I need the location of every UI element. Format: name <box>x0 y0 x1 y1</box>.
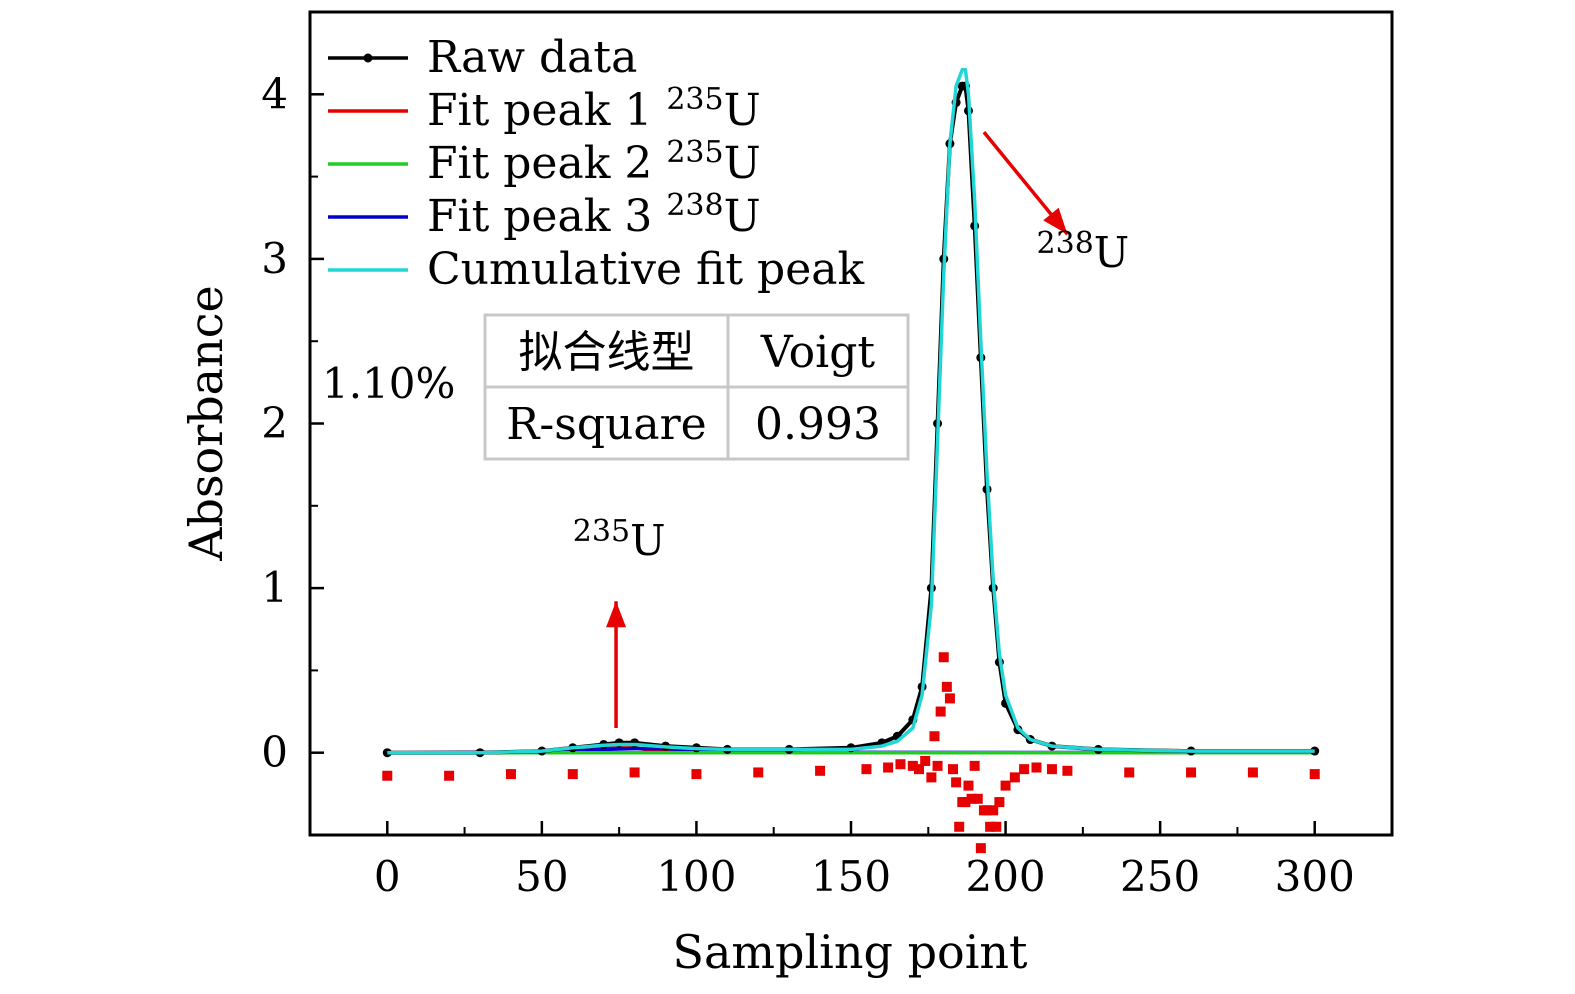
residual-marker <box>944 693 955 704</box>
series-line-cumulative-fit-peak <box>387 67 1315 755</box>
raw-data-point <box>1310 746 1320 756</box>
legend-suffix: U <box>724 191 761 242</box>
x-axis-title: Sampling point <box>672 925 1028 979</box>
legend-label: Fit peak 1 235U <box>427 82 761 136</box>
annotation-arrow-head <box>1043 207 1068 235</box>
y-tick-label: 1 <box>261 563 288 612</box>
fit-table-cell: R-square <box>506 399 706 450</box>
residual-marker <box>960 797 971 808</box>
legend-label: Raw data <box>427 32 637 83</box>
residual-marker <box>895 759 906 770</box>
legend-text: Raw data <box>427 32 637 83</box>
residual-marker <box>920 755 931 766</box>
residual-marker <box>1046 764 1057 775</box>
residual-marker <box>883 762 894 773</box>
residual-marker <box>1009 772 1020 783</box>
fit-table-cell: 0.993 <box>755 399 881 450</box>
residual-marker <box>1062 765 1073 776</box>
y-tick-label: 0 <box>261 728 288 777</box>
residual-marker <box>975 843 986 854</box>
residual-marker <box>985 821 996 832</box>
fit-table-cell: Voigt <box>760 327 875 378</box>
residual-marker <box>963 780 974 791</box>
residual-marker <box>941 681 952 692</box>
residual-marker <box>991 821 1002 832</box>
residual-marker <box>954 821 965 832</box>
x-axis: 0 50 100 150 200 250 300 <box>374 821 1355 901</box>
x-tick-label: 250 <box>1120 852 1200 901</box>
residual-marker <box>1124 767 1135 778</box>
residual-marker <box>972 793 983 804</box>
residual-marker <box>1247 767 1258 778</box>
residual-marker <box>994 797 1005 808</box>
legend-text: Fit peak 1 <box>427 85 666 136</box>
residual-marker <box>1309 769 1320 780</box>
residual-marker <box>444 770 455 781</box>
fit-table-cell: 拟合线型 <box>519 327 695 378</box>
legend-sup: 235 <box>666 135 723 170</box>
x-tick-label: 200 <box>965 852 1045 901</box>
legend-label: Cumulative fit peak <box>427 244 864 295</box>
legend-text: Fit peak 3 <box>427 191 666 242</box>
residual-marker <box>988 805 999 816</box>
fit-table: 拟合线型 Voigt R-square 0.993 <box>483 313 910 461</box>
residual-marker <box>1186 767 1197 778</box>
residual-marker <box>753 767 764 778</box>
legend-label: Fit peak 3 238U <box>427 188 761 242</box>
isotope-mass: 238 <box>1037 226 1094 261</box>
isotope-symbol: U <box>630 516 665 565</box>
residual-marker <box>505 769 516 780</box>
residual-marker <box>951 777 962 788</box>
legend-sup: 235 <box>666 82 723 117</box>
legend-label: Fit peak 2 235U <box>427 135 761 189</box>
residual-marker <box>567 769 578 780</box>
residual-marker <box>691 769 702 780</box>
isotope-label: 238U <box>1037 226 1130 277</box>
legend-swatch-marker <box>363 53 373 63</box>
residual-marker <box>982 805 993 816</box>
residual-marker <box>1031 762 1042 773</box>
residual-marker <box>907 760 918 771</box>
plot-area <box>382 67 1320 854</box>
x-tick-label: 300 <box>1275 852 1355 901</box>
x-tick-label: 150 <box>811 852 891 901</box>
residual-marker <box>1019 764 1030 775</box>
isotope-symbol: U <box>1094 228 1129 277</box>
legend-sup: 238 <box>666 188 723 223</box>
residual-marker <box>935 706 946 717</box>
residual-marker <box>926 772 937 783</box>
y-tick-label: 2 <box>261 399 288 448</box>
isotope-label: 235U <box>573 514 666 565</box>
y-tick-label: 4 <box>261 69 288 118</box>
y-axis-title: Absorbance <box>179 285 233 561</box>
residual-marker <box>929 731 940 742</box>
isotope-mass: 235 <box>573 514 630 549</box>
residual-marker <box>932 760 943 771</box>
concentration-label: 1.10% <box>322 359 455 408</box>
legend-text: Fit peak 2 <box>427 138 666 189</box>
legend-suffix: U <box>724 138 761 189</box>
annotation-arrow-head <box>606 601 627 628</box>
residual-marker <box>815 765 826 776</box>
legend-text: Cumulative fit peak <box>427 244 864 295</box>
y-axis: 0 1 2 3 4 <box>261 69 324 836</box>
x-tick-label: 100 <box>656 852 736 901</box>
x-tick-label: 50 <box>515 852 568 901</box>
residual-marker <box>861 764 872 775</box>
x-tick-label: 0 <box>374 852 401 901</box>
residual-marker <box>938 652 949 663</box>
y-tick-label: 3 <box>261 234 288 283</box>
residual-marker <box>969 760 980 771</box>
residual-marker <box>966 793 977 804</box>
raw-data-point <box>382 748 392 758</box>
residual-marker <box>914 764 925 775</box>
residual-marker <box>948 764 959 775</box>
residual-marker <box>1000 780 1011 791</box>
legend-suffix: U <box>724 85 761 136</box>
residual-marker <box>629 767 640 778</box>
residual-marker <box>382 770 393 781</box>
